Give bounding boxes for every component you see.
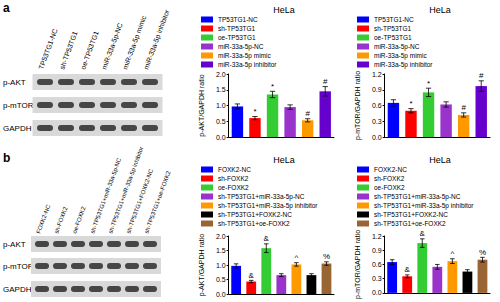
svg-text:*: *: [253, 107, 256, 116]
svg-text:GAPDH: GAPDH: [3, 285, 32, 294]
svg-text:0.3: 0.3: [372, 275, 382, 282]
svg-text:TP53TG1-NC: TP53TG1-NC: [37, 28, 58, 71]
svg-text:sh-TP53TG1+FOXK2-NC: sh-TP53TG1+FOXK2-NC: [125, 168, 155, 235]
svg-text:TP53TG1-NC: TP53TG1-NC: [218, 16, 258, 23]
svg-text:sh-TP53TG1+miR-33a-5p-NC: sh-TP53TG1+miR-33a-5p-NC: [89, 157, 122, 235]
svg-text:sh-TP53TG1: sh-TP53TG1: [374, 25, 412, 32]
svg-text:oe-TP53TG1: oe-TP53TG1: [374, 34, 412, 41]
svg-text:p-AKT/GAPDH ratio: p-AKT/GAPDH ratio: [198, 74, 206, 136]
svg-text:2.0: 2.0: [216, 233, 226, 240]
svg-text:0.0: 0.0: [216, 291, 226, 298]
svg-text:miR-33a-5p mimic: miR-33a-5p mimic: [121, 14, 148, 71]
svg-text:miR-33a-5p inhibitor: miR-33a-5p inhibitor: [142, 8, 171, 71]
svg-text:0.0: 0.0: [216, 134, 226, 141]
svg-text:p-mTOR: p-mTOR: [3, 101, 34, 110]
svg-text:p-AKT/GAPDH ratio: p-AKT/GAPDH ratio: [198, 234, 206, 296]
svg-text:sh-TP53TG1+oe-FOXK2: sh-TP53TG1+oe-FOXK2: [374, 220, 446, 227]
svg-text:miR-33a-5p-NC: miR-33a-5p-NC: [100, 22, 124, 71]
svg-text:*: *: [409, 99, 412, 108]
svg-text:miR-33a-5p inhibitor: miR-33a-5p inhibitor: [374, 61, 433, 69]
svg-text:&: &: [264, 234, 270, 243]
svg-text:0.3: 0.3: [372, 118, 382, 125]
svg-text:miR-33a-5p mimic: miR-33a-5p mimic: [374, 52, 427, 60]
svg-text:sh-TP53TG1+oe-FOXK2: sh-TP53TG1+oe-FOXK2: [218, 220, 290, 227]
svg-text:a: a: [3, 1, 10, 15]
svg-text:0.5: 0.5: [216, 276, 226, 283]
svg-text:^: ^: [450, 249, 454, 258]
svg-text:FOXK2-NC: FOXK2-NC: [35, 203, 51, 234]
svg-text:1.5: 1.5: [216, 86, 226, 93]
svg-text:sh-TP53TG1+oe-FOXK2: sh-TP53TG1+oe-FOXK2: [143, 169, 172, 234]
svg-text:HeLa: HeLa: [273, 155, 295, 165]
svg-text:sh-TP53TG1: sh-TP53TG1: [58, 30, 78, 70]
svg-text:&: &: [405, 265, 411, 274]
svg-text:miR-33a-5p-NC: miR-33a-5p-NC: [218, 43, 264, 51]
svg-text:p-AKT: p-AKT: [3, 240, 26, 249]
svg-text:1.2: 1.2: [372, 233, 382, 240]
svg-text:0.9: 0.9: [372, 247, 382, 254]
svg-text:sh-FOXK2: sh-FOXK2: [218, 175, 249, 182]
svg-text:%: %: [479, 248, 486, 257]
svg-text:b: b: [3, 151, 10, 165]
svg-text:oe-FOXK2: oe-FOXK2: [374, 184, 405, 191]
svg-text:sh-FOXK2: sh-FOXK2: [374, 175, 405, 182]
svg-text:sh-TP53TG1+miR-33a-5p inhibito: sh-TP53TG1+miR-33a-5p inhibitor: [218, 202, 318, 210]
svg-text:oe-TP53TG1: oe-TP53TG1: [218, 34, 256, 41]
svg-text:sh-TP53TG1+miR-33a-5p inhibito: sh-TP53TG1+miR-33a-5p inhibitor: [107, 146, 144, 234]
svg-text:sh-TP53TG1+FOXK2-NC: sh-TP53TG1+FOXK2-NC: [218, 211, 292, 218]
svg-text:&: &: [420, 229, 426, 238]
svg-text:^: ^: [294, 253, 298, 262]
svg-text:sh-TP53TG1: sh-TP53TG1: [218, 25, 256, 32]
svg-text:p-mTOR/GAPDH ratio: p-mTOR/GAPDH ratio: [354, 71, 362, 140]
svg-text:sh-FOXK2: sh-FOXK2: [53, 205, 68, 234]
svg-text:sh-TP53TG1+miR-33a-5p-NC: sh-TP53TG1+miR-33a-5p-NC: [374, 193, 461, 201]
svg-text:miR-33a-5p-NC: miR-33a-5p-NC: [374, 43, 420, 51]
svg-text:oe-FOXK2: oe-FOXK2: [71, 205, 87, 234]
svg-text:#: #: [479, 71, 484, 80]
svg-text:oe-TP53TG1: oe-TP53TG1: [79, 30, 99, 71]
svg-text:FOXK2-NC: FOXK2-NC: [218, 166, 251, 173]
svg-text:1.0: 1.0: [216, 102, 226, 109]
svg-text:sh-TP53TG1+miR-33a-5p-NC: sh-TP53TG1+miR-33a-5p-NC: [218, 193, 305, 201]
svg-text:oe-FOXK2: oe-FOXK2: [218, 184, 249, 191]
svg-text:*: *: [271, 82, 274, 91]
svg-text:0.0: 0.0: [372, 289, 382, 296]
svg-text:#: #: [305, 109, 310, 118]
svg-text:p-mTOR: p-mTOR: [3, 262, 34, 271]
svg-text:HeLa: HeLa: [429, 155, 451, 165]
svg-text:miR-33a-5p mimic: miR-33a-5p mimic: [218, 52, 271, 60]
svg-text:1.2: 1.2: [372, 71, 382, 78]
svg-text:0.9: 0.9: [372, 86, 382, 93]
svg-text:sh-TP53TG1+FOXK2-NC: sh-TP53TG1+FOXK2-NC: [374, 211, 448, 218]
svg-text:HeLa: HeLa: [273, 5, 295, 15]
svg-text:HeLa: HeLa: [429, 5, 451, 15]
svg-text:0.6: 0.6: [372, 102, 382, 109]
svg-text:p-AKT: p-AKT: [3, 78, 26, 87]
svg-text:#: #: [323, 77, 328, 86]
svg-text:FOXK2-NC: FOXK2-NC: [374, 166, 407, 173]
svg-text:1.0: 1.0: [216, 262, 226, 269]
svg-text:#: #: [461, 103, 466, 112]
svg-text:sh-TP53TG1+miR-33a-5p inhibito: sh-TP53TG1+miR-33a-5p inhibitor: [374, 202, 474, 210]
svg-text:TP53TG1-NC: TP53TG1-NC: [374, 16, 414, 23]
svg-text:p-mTOR/GAPDH ratio: p-mTOR/GAPDH ratio: [354, 230, 362, 299]
svg-text:1.5: 1.5: [216, 247, 226, 254]
svg-text:0.6: 0.6: [372, 261, 382, 268]
svg-text:GAPDH: GAPDH: [3, 124, 32, 133]
svg-text:&: &: [249, 271, 255, 280]
svg-text:miR-33a-5p inhibitor: miR-33a-5p inhibitor: [218, 61, 277, 69]
svg-text:2.0: 2.0: [216, 71, 226, 78]
svg-text:%: %: [323, 252, 330, 261]
svg-text:0.0: 0.0: [372, 134, 382, 141]
svg-text:0.5: 0.5: [216, 118, 226, 125]
svg-text:*: *: [427, 79, 430, 88]
